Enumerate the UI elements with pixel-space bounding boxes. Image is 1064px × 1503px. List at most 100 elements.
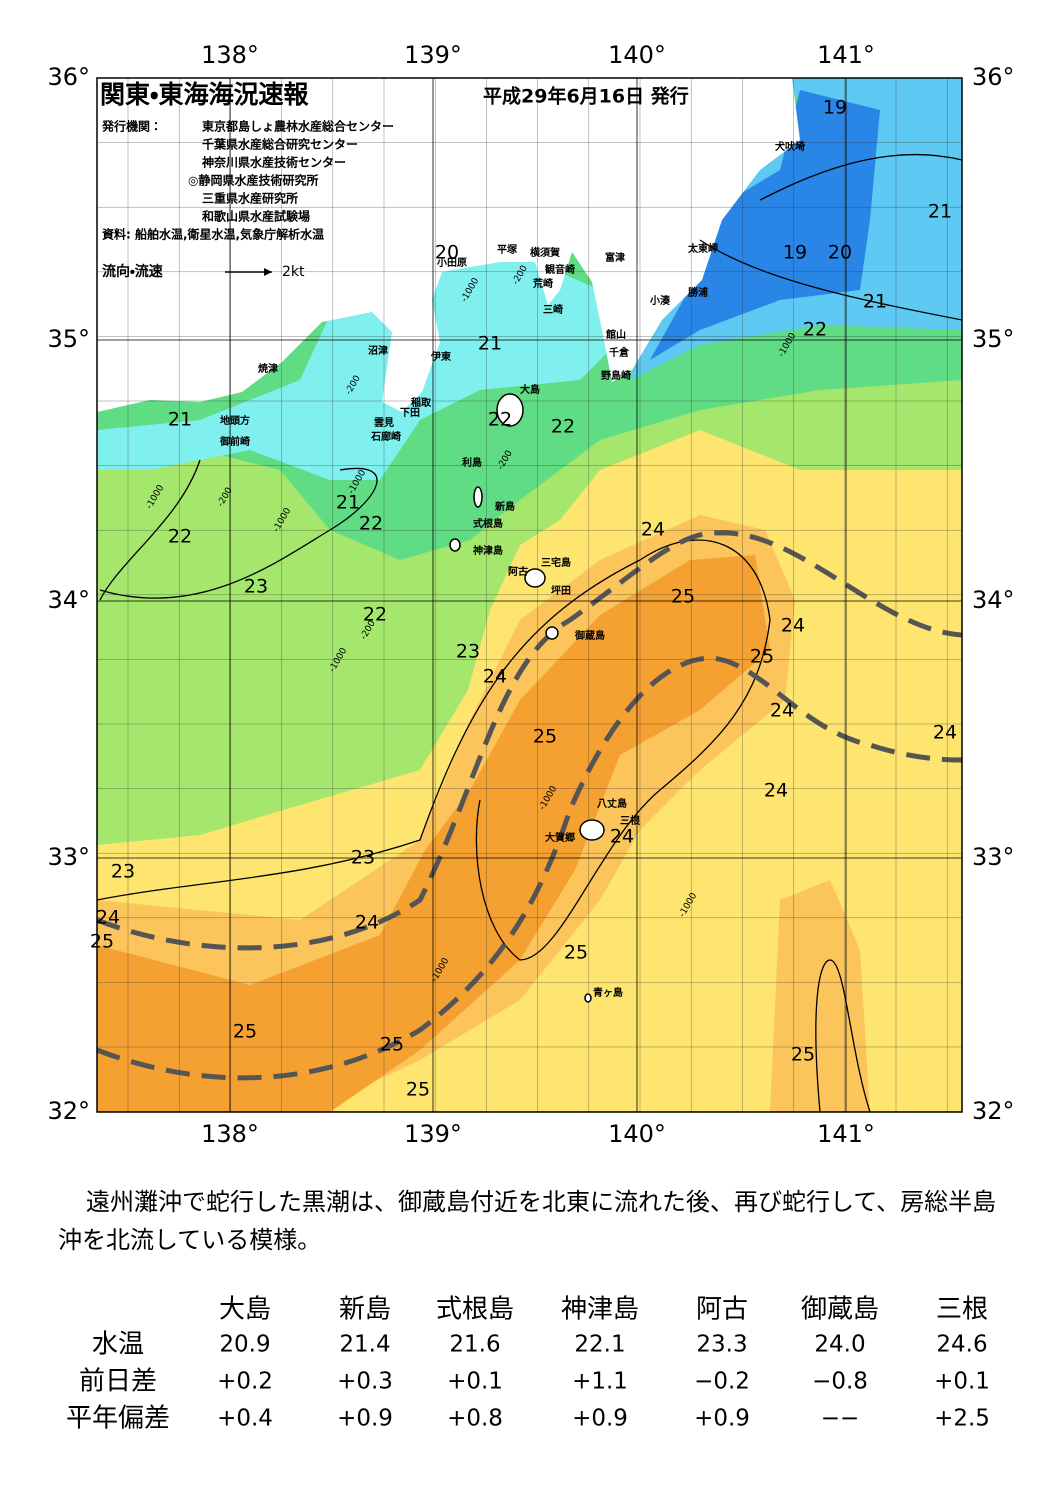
islands — [449, 393, 605, 1003]
place-name: 八丈島 — [597, 797, 627, 810]
contour-label: 24 — [641, 519, 665, 541]
column-header: 神津島 — [561, 1295, 639, 1325]
lon-label-top: 140° — [608, 41, 666, 69]
lat-label-left: 35° — [47, 325, 90, 353]
zone-18 — [650, 90, 880, 360]
place-name: 沼津 — [368, 344, 388, 357]
contour-label: 23 — [351, 847, 375, 869]
contour-label: 19 — [823, 97, 847, 119]
contour-label: 22 — [551, 416, 575, 438]
cell: +0.4 — [217, 1406, 273, 1432]
lon-label-bottom: 140° — [608, 1120, 666, 1148]
place-name: 富津 — [605, 251, 625, 264]
place-name: 御前崎 — [219, 435, 250, 448]
place-name: 荒崎 — [532, 277, 553, 290]
column-header: 大島 — [219, 1295, 271, 1325]
place-name: 石廊崎 — [370, 430, 401, 443]
place-name: 焼津 — [258, 362, 278, 375]
title: 関東・東海海況速報 — [100, 80, 310, 109]
contour-label: 21 — [863, 291, 887, 313]
contour-label: 25 — [233, 1021, 257, 1043]
contour-label: 24 — [483, 666, 507, 688]
cell: −0.2 — [694, 1369, 750, 1395]
contour-label: 22 — [803, 319, 827, 341]
lat-label-right: 32° — [972, 1097, 1015, 1125]
cell: +0.1 — [447, 1369, 503, 1395]
cell: +0.2 — [217, 1369, 273, 1395]
cell: 24.6 — [936, 1332, 987, 1358]
cell: +0.9 — [694, 1406, 750, 1432]
column-header: 新島 — [339, 1295, 391, 1325]
lon-label-bottom: 141° — [817, 1120, 875, 1148]
contour-label: 25 — [406, 1079, 430, 1101]
cell: 21.6 — [449, 1332, 500, 1358]
contour-label: 23 — [111, 861, 135, 883]
legend-arrowhead — [264, 268, 272, 276]
place-name: 下田 — [400, 407, 420, 419]
cell: +0.3 — [337, 1369, 393, 1395]
contour-label: 25 — [671, 586, 695, 608]
lat-label-left: 36° — [47, 63, 90, 91]
place-name: 犬吠埼 — [775, 140, 805, 153]
lon-label-top: 139° — [404, 41, 462, 69]
cell: 21.4 — [339, 1332, 390, 1358]
contour-label: 21 — [478, 333, 502, 355]
place-name: 観音崎 — [545, 263, 575, 276]
legend-label: 流向・流速 — [102, 263, 163, 280]
lat-label-right: 33° — [972, 843, 1015, 871]
summary: 遠州灘沖で蛇行した黒潮は、御蔵島付近を北東に流れた後、再び蛇行して、房総半島沖を… — [58, 1188, 997, 1254]
land — [97, 78, 800, 412]
contour-label: 23 — [244, 576, 268, 598]
place-name: 神津島 — [472, 544, 503, 557]
cell: 20.9 — [219, 1332, 270, 1358]
contour-label: 21 — [168, 409, 192, 431]
cell: +0.8 — [447, 1406, 503, 1432]
cell: −− — [821, 1406, 860, 1432]
contour-label: 25 — [90, 931, 114, 953]
source: 資料: 船舶水温,衛星水温,気象庁解析水温 — [102, 227, 324, 242]
contour-label: 24 — [933, 722, 957, 744]
contour-label: 25 — [750, 646, 774, 668]
lat-label-left: 32° — [47, 1097, 90, 1125]
place-name: 御蔵島 — [574, 629, 605, 642]
place-name: 小湊 — [649, 294, 671, 307]
place-name: 利島 — [462, 456, 482, 469]
cell: −0.8 — [812, 1369, 868, 1395]
legend-unit: 2kt — [282, 264, 305, 280]
place-name: 伊東 — [430, 350, 451, 363]
contour-label: 22 — [488, 409, 512, 431]
cell: +0.9 — [337, 1406, 393, 1432]
lat-label-right: 36° — [972, 63, 1015, 91]
contour-label: 25 — [380, 1034, 404, 1056]
issuer: 東京都島しょ農林水産総合センター — [202, 119, 394, 134]
place-name: 大島 — [520, 383, 540, 396]
cell: 23.3 — [696, 1332, 747, 1358]
place-name: 三根 — [620, 814, 641, 827]
contour-label: 25 — [533, 726, 557, 748]
place-name: 三崎 — [543, 303, 563, 316]
lon-label-bottom: 138° — [201, 1120, 259, 1148]
place-name: 新島 — [494, 500, 515, 513]
place-name: 稲取 — [411, 396, 432, 409]
row-label: 平年偏差 — [66, 1404, 170, 1434]
place-name: 坪田 — [551, 584, 571, 597]
place-name: 横須賀 — [530, 246, 560, 259]
contour-label: 19 — [783, 242, 807, 264]
place-name: 野島崎 — [601, 369, 631, 382]
issuer-label: 発行機関： — [101, 119, 162, 134]
issuer: ◎静岡県水産技術研究所 — [188, 173, 318, 188]
lat-label-left: 33° — [47, 843, 90, 871]
contour-label: 22 — [359, 513, 383, 535]
place-name: 勝浦 — [688, 286, 708, 299]
contour-label: 25 — [564, 942, 588, 964]
contours — [96, 153, 963, 1113]
contour-label: 22 — [363, 604, 387, 626]
lon-label-top: 138° — [201, 41, 259, 69]
place-name: 平塚 — [497, 243, 518, 256]
contour-label: 24 — [355, 912, 379, 934]
place-name: 小田原 — [436, 256, 467, 269]
grid — [97, 78, 962, 1112]
contour-label: 24 — [764, 780, 788, 802]
cell: 24.0 — [814, 1332, 865, 1358]
